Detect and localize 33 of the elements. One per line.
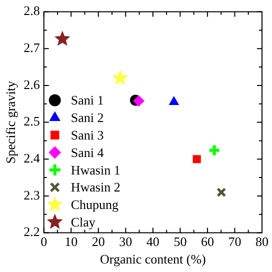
legend-label: Clay — [70, 214, 96, 230]
y-tick-label: 2.5 — [24, 114, 40, 129]
x-tick-label: 70 — [228, 234, 242, 250]
point — [208, 144, 221, 157]
legend-label: Hwasin 1 — [70, 162, 120, 178]
legend-label: Sani 2 — [70, 110, 104, 126]
x-axis-title: Organic content (%) — [100, 252, 206, 267]
point — [192, 155, 201, 164]
y-tick-label: 2.7 — [24, 40, 40, 56]
x-tick-label: 40 — [146, 234, 160, 250]
legend-label: Sani 1 — [70, 92, 104, 108]
legend-label: Chupung — [70, 197, 120, 212]
point — [133, 95, 144, 106]
legend-label: Hwasin 2 — [70, 180, 120, 195]
y-tick-label: 2.6 — [24, 76, 40, 92]
x-tick-label: 80 — [256, 234, 268, 250]
legend-label: Sani 3 — [70, 128, 104, 143]
y-tick-label: 2.8 — [24, 3, 40, 18]
y-tick-label: 2.3 — [24, 187, 40, 202]
y-tick-label: 2.4 — [24, 150, 40, 166]
x-tick-label: 20 — [92, 234, 105, 250]
y-tick-label: 2.2 — [24, 224, 40, 240]
x-tick-label: 30 — [119, 234, 132, 250]
x-tick-label: 50 — [174, 234, 187, 250]
y-axis-title: Specific gravity — [3, 80, 18, 164]
point — [216, 188, 226, 198]
point — [55, 32, 70, 46]
point — [113, 70, 128, 84]
x-tick-label: 10 — [64, 234, 78, 250]
x-tick-label: 0 — [40, 234, 48, 250]
legend-label: Sani 4 — [70, 144, 104, 160]
x-tick-label: 60 — [200, 234, 214, 250]
point — [169, 96, 179, 106]
